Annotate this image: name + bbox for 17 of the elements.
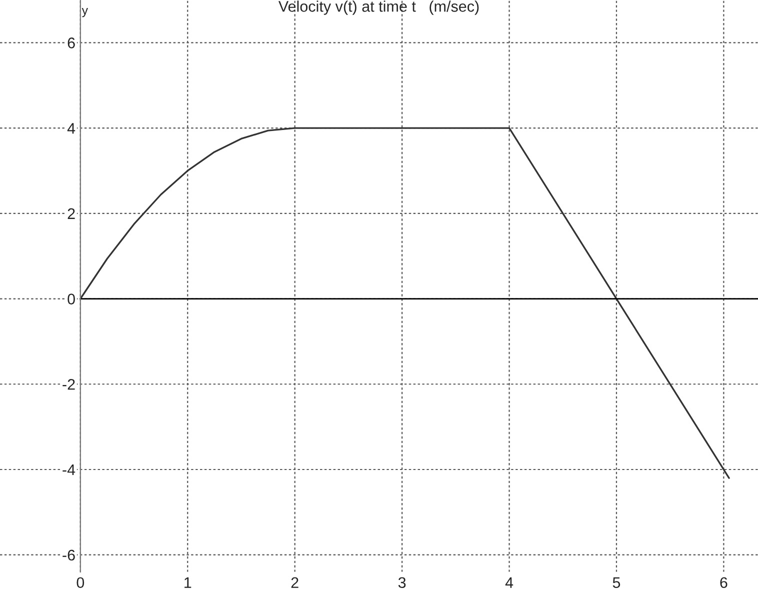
- x-tick-label: 0: [76, 577, 84, 588]
- y-tick-label: -6: [62, 550, 75, 561]
- y-tick-label: -2: [62, 379, 75, 390]
- chart-title: Velocity v(t) at time t (m/sec): [278, 0, 479, 15]
- x-tick-label: 3: [398, 577, 406, 588]
- y-tick-label: 6: [68, 38, 75, 48]
- x-tick-label: 4: [505, 577, 514, 588]
- line-series: [80, 127, 730, 479]
- y-tick-label: 0: [68, 294, 75, 304]
- x-tick-label: 2: [291, 577, 298, 588]
- x-tick-label: 5: [612, 577, 620, 588]
- y-tick-label: 2: [68, 208, 75, 219]
- x-tick-label: 6: [720, 577, 728, 588]
- y-axis-title: y: [82, 8, 88, 18]
- y-tick-label: -4: [62, 464, 76, 476]
- y-tick-label: 4: [67, 123, 76, 134]
- x-tick-label: 1: [184, 577, 192, 588]
